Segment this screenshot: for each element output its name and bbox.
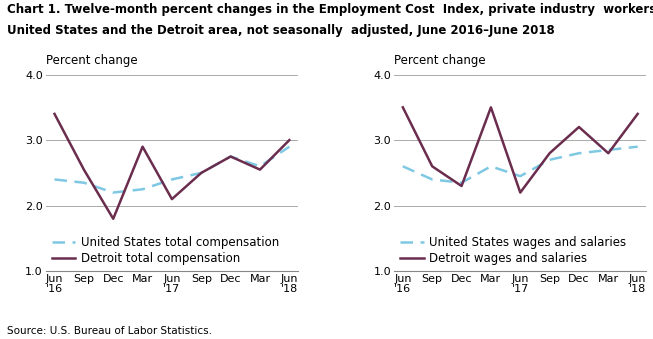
Text: Source: U.S. Bureau of Labor Statistics.: Source: U.S. Bureau of Labor Statistics. — [7, 326, 212, 336]
Legend: United States total compensation, Detroit total compensation: United States total compensation, Detroi… — [52, 236, 279, 265]
Text: Chart 1. Twelve-month percent changes in the Employment Cost  Index, private ind: Chart 1. Twelve-month percent changes in… — [7, 3, 653, 16]
Text: Percent change: Percent change — [394, 54, 486, 67]
Text: Percent change: Percent change — [46, 54, 137, 67]
Text: United States and the Detroit area, not seasonally  adjusted, June 2016–June 201: United States and the Detroit area, not … — [7, 24, 554, 37]
Legend: United States wages and salaries, Detroit wages and salaries: United States wages and salaries, Detroi… — [400, 236, 627, 265]
